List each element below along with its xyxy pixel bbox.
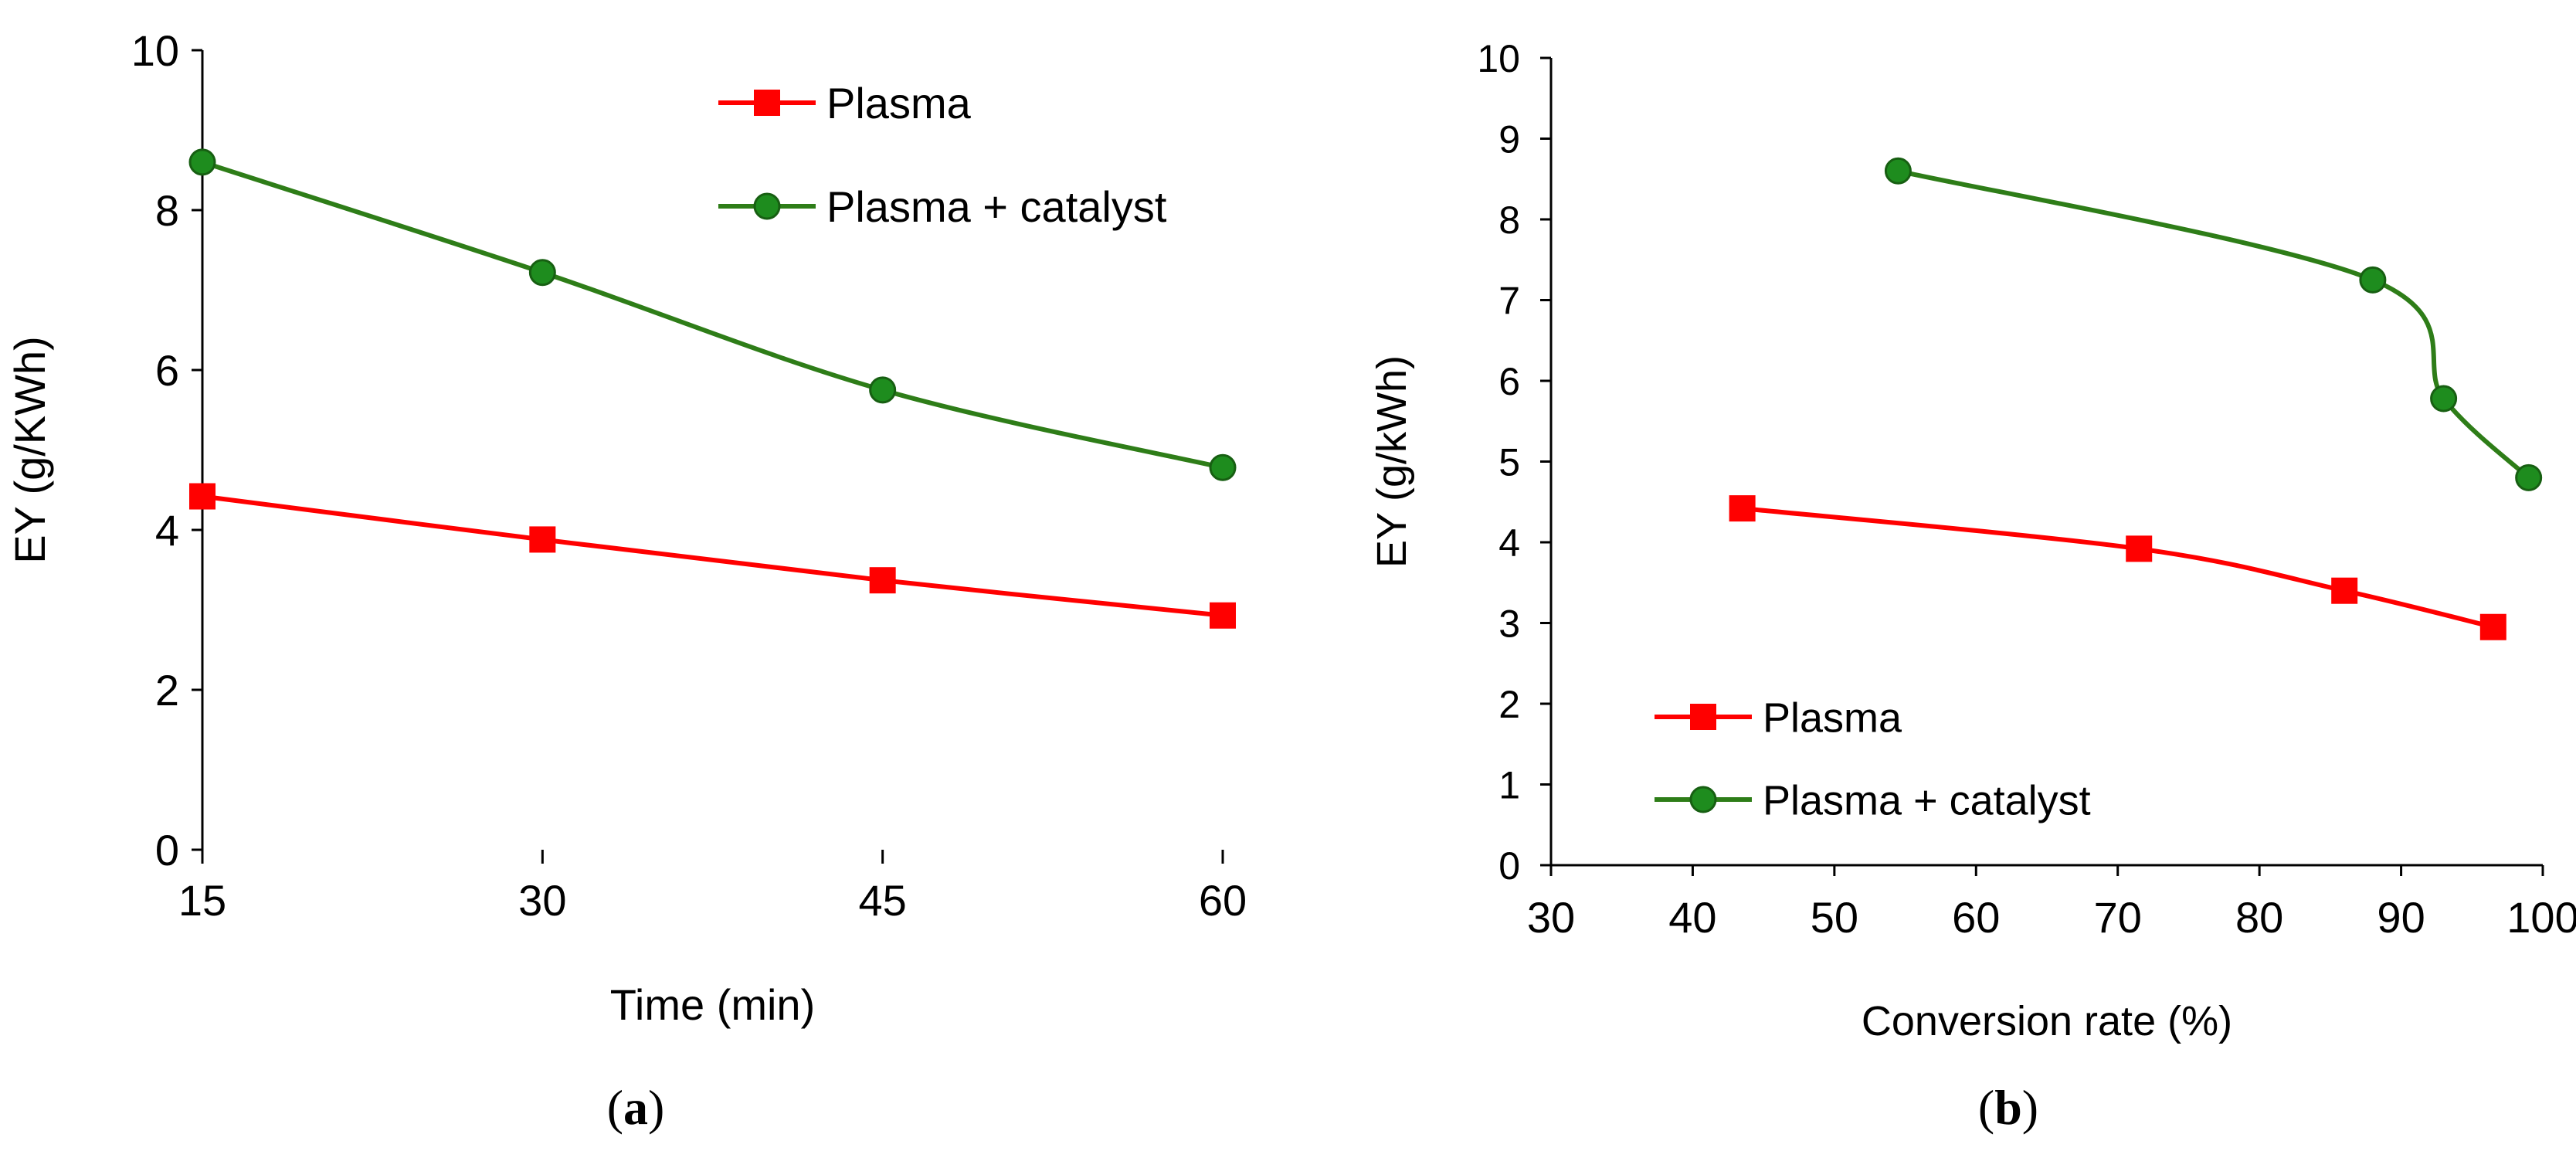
- chart-a: 0 2 4 6 8 10 15 30 45 60 Time (min) EY (g/KWh) Plasm…: [5, 26, 1247, 1135]
- legend-item-plasma: Plasma: [718, 79, 972, 127]
- legend-plasma-marker: [754, 90, 780, 116]
- x-tick-label: 40: [1668, 893, 1716, 942]
- y-tick-label: 0: [1498, 844, 1520, 888]
- legend-plasma-marker: [1690, 704, 1716, 730]
- legend-plasma-catalyst-marker: [1689, 786, 1717, 813]
- plasma-catalyst-marker: [1884, 157, 1912, 185]
- plasma-marker: [529, 526, 556, 553]
- plasma-catalyst-line: [1897, 168, 2530, 480]
- y-tick-label: 0: [155, 826, 179, 874]
- plasma-marker: [189, 483, 216, 510]
- plasma-marker: [2126, 535, 2153, 562]
- series-plasma: [1729, 495, 2506, 640]
- x-tick-label: 15: [178, 876, 226, 925]
- x-tick-label: 60: [1199, 876, 1247, 925]
- plasma-line: [1742, 506, 2494, 630]
- y-tick-label: 3: [1498, 603, 1520, 646]
- plasma-marker: [1729, 495, 1756, 522]
- y-tick-label: 1: [1498, 764, 1520, 807]
- panel-label: (a): [607, 1080, 665, 1135]
- plasma-line: [202, 494, 1224, 618]
- y-tick-label: 5: [1498, 441, 1520, 484]
- plasma-catalyst-line: [202, 160, 1224, 470]
- y-tick-label: 8: [1498, 199, 1520, 242]
- plasma-marker: [2479, 613, 2506, 640]
- x-tick-label: 30: [518, 876, 566, 925]
- y-tick-label: 4: [155, 506, 179, 555]
- y-tick-label: 2: [1498, 683, 1520, 726]
- x-tick-label: 90: [2377, 893, 2425, 942]
- y-axis-label: EY (g/kWh): [1369, 355, 1415, 568]
- x-tick-label: 45: [859, 876, 907, 925]
- legend-item-plasma-catalyst: Plasma + catalyst: [1655, 777, 2091, 823]
- plasma-marker: [869, 567, 896, 594]
- y-tick-label: 10: [131, 26, 179, 75]
- plasma-marker: [1210, 602, 1236, 629]
- y-tick-label: 2: [155, 666, 179, 715]
- legend-label: Plasma: [1763, 694, 1902, 741]
- y-tick-label: 8: [155, 186, 179, 235]
- plasma-catalyst-marker: [2359, 266, 2387, 294]
- plasma-catalyst-marker: [188, 148, 216, 176]
- y-tick-label: 6: [155, 346, 179, 395]
- x-axis-label: Conversion rate (%): [1862, 998, 2232, 1044]
- legend-plasma-catalyst-marker: [753, 192, 781, 220]
- y-tick-label: 6: [1498, 360, 1520, 403]
- x-tick-label: 70: [2094, 893, 2142, 942]
- x-tick-label: 50: [1811, 893, 1858, 942]
- legend: Plasma Plasma + catalyst: [718, 79, 1167, 231]
- x-tick-label: 100: [2506, 893, 2576, 942]
- x-tick-label: 60: [1952, 893, 2000, 942]
- y-tick-label: 9: [1498, 118, 1520, 161]
- legend-item-plasma-catalyst: Plasma + catalyst: [718, 182, 1167, 231]
- y-tick-label: 4: [1498, 521, 1520, 565]
- y-axis-label: EY (g/KWh): [5, 336, 54, 564]
- series-plasma-catalyst: [188, 148, 1237, 481]
- legend-label: Plasma + catalyst: [1763, 777, 2091, 823]
- legend-label: Plasma: [826, 79, 972, 127]
- y-tick-label: 10: [1477, 37, 1520, 80]
- x-tick-label: 80: [2235, 893, 2283, 942]
- plasma-catalyst-marker: [1209, 453, 1237, 481]
- y-tick-label: 7: [1498, 280, 1520, 323]
- x-axis-label: Time (min): [610, 980, 815, 1029]
- legend-label: Plasma + catalyst: [826, 182, 1167, 231]
- plasma-catalyst-marker: [869, 376, 897, 404]
- plasma-catalyst-marker: [2515, 463, 2543, 491]
- x-tick-label: 30: [1527, 893, 1575, 942]
- chart-b: 0 1 2 3 4 5 6 7 8 9 10 30 40 50 60 70 80 90 100 Conversion …: [1369, 37, 2576, 1135]
- plasma-marker: [2331, 577, 2358, 604]
- legend: Plasma Plasma + catalyst: [1655, 694, 2091, 823]
- legend-item-plasma: Plasma: [1655, 694, 1902, 741]
- plasma-catalyst-marker: [2430, 385, 2458, 413]
- series-plasma-catalyst: [1884, 157, 2543, 491]
- plasma-catalyst-marker: [528, 259, 556, 287]
- panel-label: (b): [1978, 1080, 2038, 1135]
- series-plasma: [189, 483, 1236, 629]
